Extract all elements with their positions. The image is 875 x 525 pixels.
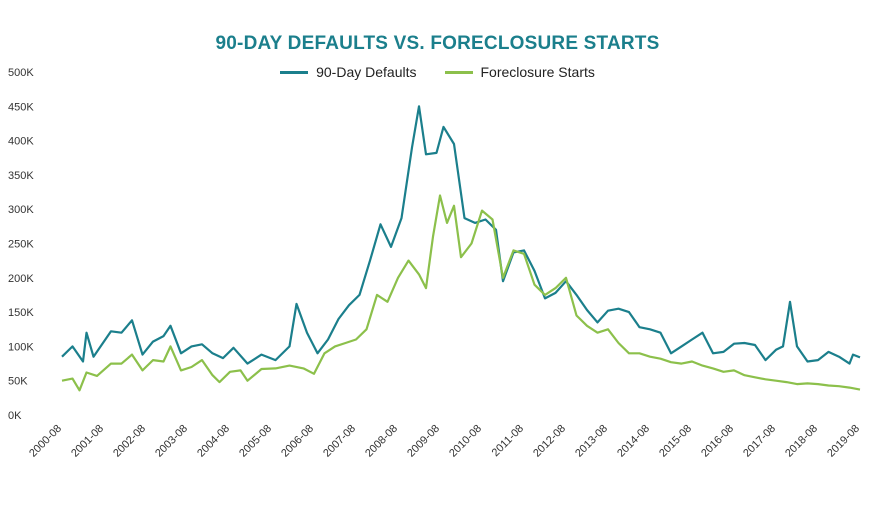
legend-label-foreclosures: Foreclosure Starts <box>480 64 595 80</box>
y-tick-label: 450K <box>8 101 34 113</box>
series-line-90-day-defaults <box>61 105 861 365</box>
chart-legend: 90-Day Defaults Foreclosure Starts <box>0 64 875 80</box>
y-tick-label: 50K <box>8 376 28 388</box>
x-tick-label: 2010-08 <box>447 423 484 460</box>
y-tick-label: 300K <box>8 204 34 216</box>
series-line-foreclosure-starts <box>61 194 861 392</box>
x-tick-label: 2012-08 <box>531 423 568 460</box>
x-tick-label: 2019-08 <box>825 423 862 460</box>
legend-item-foreclosures: Foreclosure Starts <box>444 64 595 80</box>
x-tick-label: 2009-08 <box>405 423 442 460</box>
x-tick-label: 2001-08 <box>69 423 106 460</box>
y-tick-label: 150K <box>8 307 34 319</box>
x-tick-label: 2007-08 <box>321 423 358 460</box>
y-tick-label: 250K <box>8 239 34 251</box>
legend-swatch-foreclosures <box>444 70 473 74</box>
y-tick-label: 200K <box>8 273 34 285</box>
x-tick-label: 2003-08 <box>153 423 190 460</box>
y-tick-label: 500K <box>8 67 34 79</box>
y-tick-label: 0K <box>8 410 22 422</box>
x-tick-label: 2016-08 <box>699 423 736 460</box>
x-tick-label: 2011-08 <box>490 423 526 459</box>
x-tick-label: 2006-08 <box>279 423 316 460</box>
x-tick-label: 2015-08 <box>657 423 694 460</box>
x-tick-label: 2008-08 <box>363 423 400 460</box>
legend-item-defaults: 90-Day Defaults <box>280 64 417 80</box>
x-tick-label: 2017-08 <box>741 423 778 460</box>
x-tick-label: 2005-08 <box>237 423 274 460</box>
x-tick-label: 2018-08 <box>783 423 820 460</box>
y-tick-label: 100K <box>8 341 34 353</box>
y-tick-label: 350K <box>8 170 34 182</box>
chart-title: 90-DAY DEFAULTS VS. FORECLOSURE STARTS <box>215 33 660 54</box>
y-tick-label: 400K <box>8 136 34 148</box>
x-tick-label: 2013-08 <box>573 423 610 460</box>
x-tick-label: 2000-08 <box>27 423 64 460</box>
legend-label-defaults: 90-Day Defaults <box>316 64 417 80</box>
x-tick-label: 2002-08 <box>111 423 148 460</box>
x-tick-label: 2004-08 <box>195 423 232 460</box>
x-tick-label: 2014-08 <box>615 423 652 460</box>
legend-swatch-defaults <box>280 70 309 74</box>
